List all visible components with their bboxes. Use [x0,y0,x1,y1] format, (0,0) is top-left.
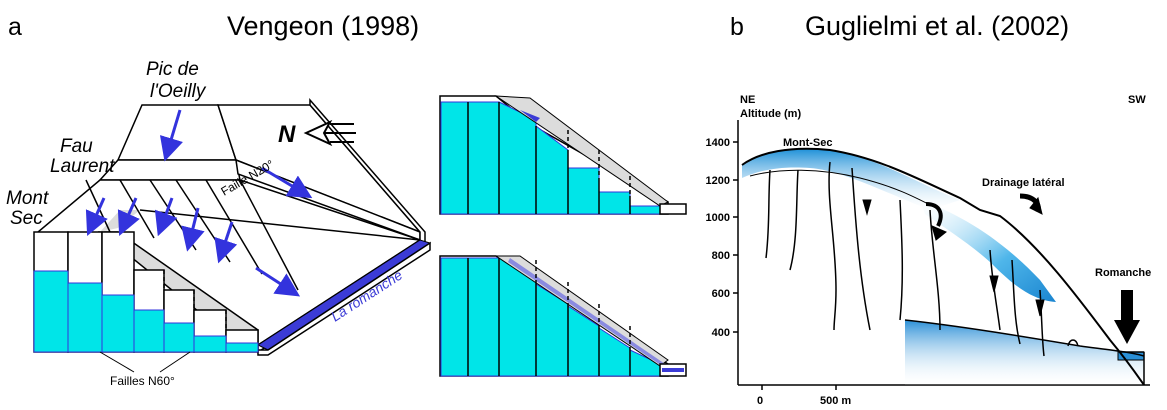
y-tick-1000: 1000 [706,212,730,224]
middle-aquifer [920,200,1056,302]
label-sec: Sec [10,208,43,229]
label-pic: Pic de [146,59,199,80]
lower-water-table [904,319,1145,357]
romanche-arrow-shaft [1121,290,1133,322]
flow-arrow-7 [261,166,313,199]
flow-arrow-8 [255,266,301,297]
label-sw: SW [1128,94,1146,106]
water-2 [67,282,103,353]
label-mont: Mont [6,188,49,209]
label-oeilly: l'Oeilly [150,81,207,102]
lower-aquifer [905,320,1144,385]
y-tick-1200: 1200 [706,175,730,187]
water-5 [163,322,195,353]
water-table-line [749,169,941,211]
pic-top [116,104,238,161]
panel-b-letter: b [730,13,744,41]
water-columns [33,270,259,353]
drainage-curve-arrow [1019,193,1041,213]
flow-arrows [85,109,313,297]
flow-arrow-5 [181,207,205,252]
flow-arrow-6 [214,221,238,264]
label-mont-sec: Mont-Sec [783,137,833,149]
block-diagram [33,97,432,356]
label-laurent: Laurent [50,156,115,177]
lateral-curve-arrow [925,202,943,227]
curved-arrow-1 [931,225,947,241]
y-tick-600: 600 [712,288,730,300]
flow-arrow-2 [85,197,108,236]
label-romanche: Romanche [1095,267,1151,279]
north-arrow-icon: N [278,119,356,148]
label-failles-n60: Failles N60° [110,374,175,388]
water-4 [133,309,165,353]
y-tick-labels: 1400 1200 1000 800 600 400 [706,137,730,339]
upper-aquifer [742,148,960,210]
panel-b: b Guglielmi et al. (2002) NE Altitude (m… [706,11,1152,407]
water-6 [193,335,227,353]
label-ne: NE [740,94,755,106]
romanche-arrow-head [1114,320,1140,344]
n60-leader-2 [159,351,191,373]
topography-line [741,147,1145,386]
y-tick-400: 400 [712,327,730,339]
north-label: N [278,121,296,148]
flow-arrow-1 [159,109,183,162]
label-altitude: Altitude (m) [740,108,801,120]
river-bank [257,241,431,356]
down-arrow-3 [1035,299,1045,317]
scale-500m: 500 m [820,395,851,407]
dashed-lines [163,270,227,330]
y-tick-800: 800 [712,250,730,262]
flow-arrow-3 [117,197,140,236]
y-tick-1400: 1400 [706,137,730,149]
n60-leader-1 [99,351,135,373]
label-drainage: Drainage latéral [982,177,1065,189]
fau-top [98,159,241,181]
down-arrow-2 [989,275,999,293]
flow-arrow-4 [154,197,178,237]
label-fau: Fau [60,136,93,157]
cross-section-bottom [439,255,687,377]
panel-b-title: Guglielmi et al. (2002) [805,11,1069,41]
water-1 [33,270,69,353]
water-3 [101,294,135,353]
faults [765,161,1045,357]
panel-a: a Vengeon (1998) [6,11,687,388]
x-tick-0: 0 [757,395,763,407]
cross-section-top [439,95,687,215]
panel-a-letter: a [8,13,22,41]
water-7 [225,342,259,353]
spring-mark [1067,339,1079,347]
down-arrow-1 [862,199,872,216]
panel-a-title: Vengeon (1998) [227,11,419,41]
